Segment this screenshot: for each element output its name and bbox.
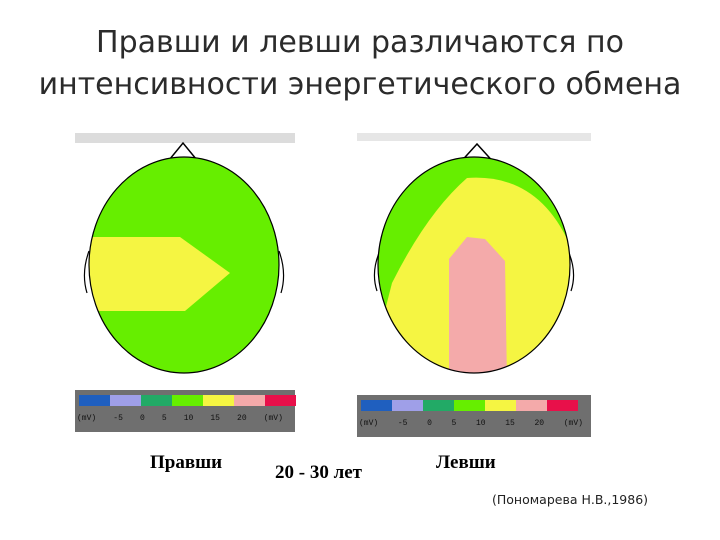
title-line-2: интенсивности энергетического обмена <box>38 67 682 102</box>
scale-swatch <box>392 400 423 411</box>
scale-label: 5 <box>161 414 167 423</box>
right-ear-icon <box>278 250 285 294</box>
color-scale-right: (mV) -5 0 5 10 15 20 (mV) <box>357 395 591 437</box>
scale-swatch <box>79 395 110 406</box>
head-outline <box>377 156 571 374</box>
head-outline <box>88 156 280 374</box>
scale-swatches-right <box>361 400 578 411</box>
scale-label: 0 <box>139 414 145 423</box>
scale-swatches-left <box>79 395 296 406</box>
scale-swatch <box>454 400 485 411</box>
scale-swatch <box>361 400 392 411</box>
color-scale-left: (mV) -5 0 5 10 15 20 (mV) <box>75 390 296 432</box>
title-line-1: Правши и левши различаются по <box>96 25 624 60</box>
scale-swatch <box>265 395 296 406</box>
scale-label: -5 <box>397 419 408 428</box>
caption-age: 20 - 30 лет <box>275 462 363 483</box>
scale-label: 20 <box>237 414 247 423</box>
scale-swatch <box>423 400 454 411</box>
slide-title: Правши и левши различаются по интенсивно… <box>0 22 720 106</box>
scale-label: 5 <box>451 419 457 428</box>
scale-swatch <box>485 400 516 411</box>
scale-swatch <box>172 395 203 406</box>
scale-label: 15 <box>210 414 220 423</box>
scale-labels-left: (mV) -5 0 5 10 15 20 (mV) <box>77 414 283 423</box>
scale-swatch <box>516 400 547 411</box>
scale-swatch <box>547 400 578 411</box>
map-right-handed <box>75 133 295 381</box>
scale-label: 10 <box>183 414 194 423</box>
scale-label: (mV) <box>359 419 379 428</box>
scale-label: 0 <box>427 419 432 428</box>
caption-right-handed: Правши <box>150 452 223 473</box>
scale-swatch <box>234 395 265 406</box>
caption-left-handed: Левши <box>436 452 496 473</box>
scale-swatch <box>203 395 234 406</box>
scale-label: 20 <box>534 419 545 428</box>
scale-label: -5 <box>113 414 123 423</box>
scale-swatch <box>110 395 141 406</box>
scale-labels-right: (mV) -5 0 5 10 15 20 (mV) <box>359 419 583 428</box>
scale-label: (mV) <box>77 414 97 423</box>
left-ear-icon <box>83 250 90 294</box>
reference-citation: (Пономарева Н.В.,1986) <box>492 492 649 507</box>
scale-label: 10 <box>476 419 486 428</box>
scale-swatch <box>141 395 172 406</box>
scale-label: 15 <box>505 419 515 428</box>
scale-label: (mV) <box>263 414 283 423</box>
map-left-handed <box>357 133 591 381</box>
scale-label: (mV) <box>563 419 583 428</box>
